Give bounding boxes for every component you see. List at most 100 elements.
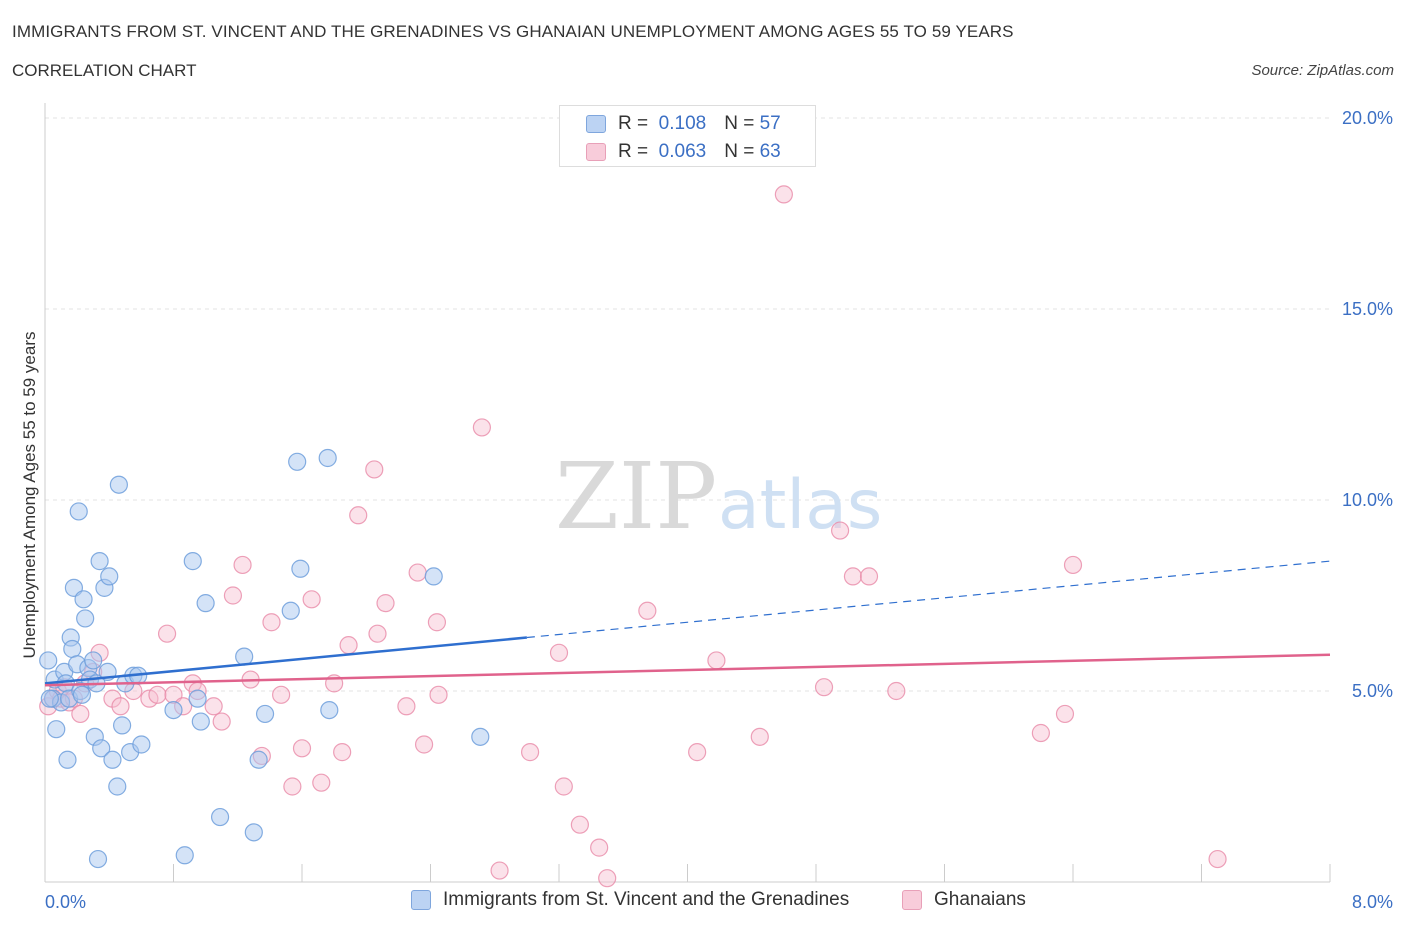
y-tick-label: 5.0% — [1352, 681, 1393, 701]
immigrants-point — [109, 475, 128, 494]
trend-lines — [44, 560, 1331, 687]
ghanaians-point — [843, 567, 863, 586]
x-tick-label-max: 8.0% — [1352, 892, 1393, 912]
ghanaians-point — [365, 460, 384, 479]
immigrants-point — [112, 716, 132, 735]
n-value: 57 — [759, 113, 781, 134]
immigrants-point — [100, 567, 119, 586]
n-label: N = — [724, 113, 755, 134]
immigrants-point — [69, 502, 88, 521]
ghanaians-point — [292, 739, 312, 758]
immigrants-point — [288, 452, 307, 471]
r-value: 0.108 — [658, 113, 707, 134]
ghanaians-point — [376, 594, 395, 613]
ghanaians-point — [598, 869, 617, 888]
ghanaians-point — [427, 613, 447, 632]
ghanaians-point — [1055, 704, 1075, 724]
ghanaians-point — [312, 773, 331, 792]
immigrants-point — [92, 739, 111, 758]
ghanaians-point — [204, 697, 223, 716]
ghanaians-point — [339, 636, 358, 655]
watermark-atlas: atlas — [718, 466, 882, 545]
ghanaians-point — [520, 743, 540, 762]
immigrants-point — [90, 552, 109, 571]
legend-label-ghanaians: Ghanaians — [934, 889, 1026, 910]
immigrants-point — [47, 720, 66, 739]
immigrants-point — [191, 712, 210, 731]
ghanaians-point — [472, 418, 491, 437]
ghanaians-point — [349, 506, 368, 525]
immigrants-point — [244, 823, 263, 842]
ghanaians-legend-swatch — [902, 890, 922, 910]
ghanaians-point — [590, 838, 609, 857]
immigrants-point — [210, 807, 230, 827]
immigrants-point — [320, 700, 339, 720]
ghanaians-point — [1031, 723, 1050, 743]
ghanaians-point — [223, 586, 243, 605]
immigrants-point — [40, 689, 59, 708]
series-legend: Immigrants from St. Vincent and the Gren… — [0, 889, 1406, 915]
immigrants-legend-swatch — [411, 890, 431, 910]
ghanaians-point — [302, 590, 321, 609]
watermark-zip: ZIP — [555, 443, 717, 550]
ghanaians-point — [1063, 555, 1083, 575]
immigrants-point — [164, 700, 183, 720]
ghanaians-point — [1208, 849, 1227, 869]
stats-row-ghanaians: R = 0.063 N = 63 — [586, 138, 781, 166]
immigrants-point — [249, 750, 268, 769]
immigrants-point — [255, 704, 275, 724]
ghanaians-point — [554, 777, 573, 796]
r-label: R = — [618, 141, 649, 162]
ghanaians-point — [408, 563, 427, 582]
ghanaians-point — [272, 685, 291, 704]
ghanaians-point — [570, 815, 589, 834]
svg-immigrants-points — [39, 448, 490, 869]
ghanaians-point — [859, 567, 879, 586]
r-value: 0.063 — [658, 141, 707, 162]
immigrants-point — [424, 567, 443, 586]
tick-labels: 5.0% 10.0% 15.0% 20.0% 0.0% 8.0% — [45, 108, 1393, 912]
n-label: N = — [724, 141, 755, 162]
ghanaians-point — [774, 185, 793, 204]
ghanaians-point — [212, 712, 231, 731]
immigrants-trend-extension — [526, 560, 1331, 639]
r-label: R = — [618, 113, 649, 134]
ghanaians-point — [490, 861, 509, 880]
ghanaians-point — [71, 704, 90, 724]
immigrants-trend-line — [44, 636, 527, 685]
ghanaians-point — [707, 651, 726, 670]
ghanaians-point — [233, 555, 252, 575]
ghanaians-point — [887, 681, 906, 701]
ghanaians-point — [397, 697, 416, 716]
immigrants-point — [281, 601, 300, 620]
ghanaians-swatch — [586, 143, 606, 161]
legend-item-immigrants[interactable]: Immigrants from St. Vincent and the Gren… — [411, 889, 849, 911]
immigrants-point — [471, 727, 490, 746]
ghanaians-point — [148, 685, 167, 704]
ghanaians-point — [111, 697, 130, 716]
immigrants-point — [183, 552, 202, 571]
ghanaians-trend-line — [44, 653, 1331, 687]
axes — [44, 103, 1330, 883]
immigrants-point — [103, 750, 122, 769]
y-tick-label: 20.0% — [1342, 108, 1393, 128]
immigrants-point — [39, 651, 58, 670]
ghanaians-point — [549, 643, 569, 662]
ghanaians-point — [333, 743, 352, 762]
immigrants-point — [88, 849, 108, 869]
ghanaians-point — [414, 735, 434, 754]
y-tick-label: 10.0% — [1342, 490, 1393, 510]
legend-item-ghanaians[interactable]: Ghanaians — [902, 889, 1026, 911]
immigrants-swatch — [586, 115, 606, 133]
n-value: 63 — [759, 141, 781, 162]
ghanaians-point — [283, 777, 302, 796]
y-axis-label: Unemployment Among Ages 55 to 59 years — [20, 331, 39, 659]
ghanaians-point — [814, 678, 834, 697]
stats-legend: R = 0.108 N = 57 R = 0.063 N = 63 — [559, 105, 816, 167]
immigrants-point — [235, 647, 254, 666]
source-credit: Source: ZipAtlas.com — [1251, 62, 1394, 79]
immigrants-point — [132, 735, 151, 754]
legend-label-immigrants: Immigrants from St. Vincent and the Gren… — [443, 889, 850, 910]
immigrants-point — [188, 689, 207, 708]
